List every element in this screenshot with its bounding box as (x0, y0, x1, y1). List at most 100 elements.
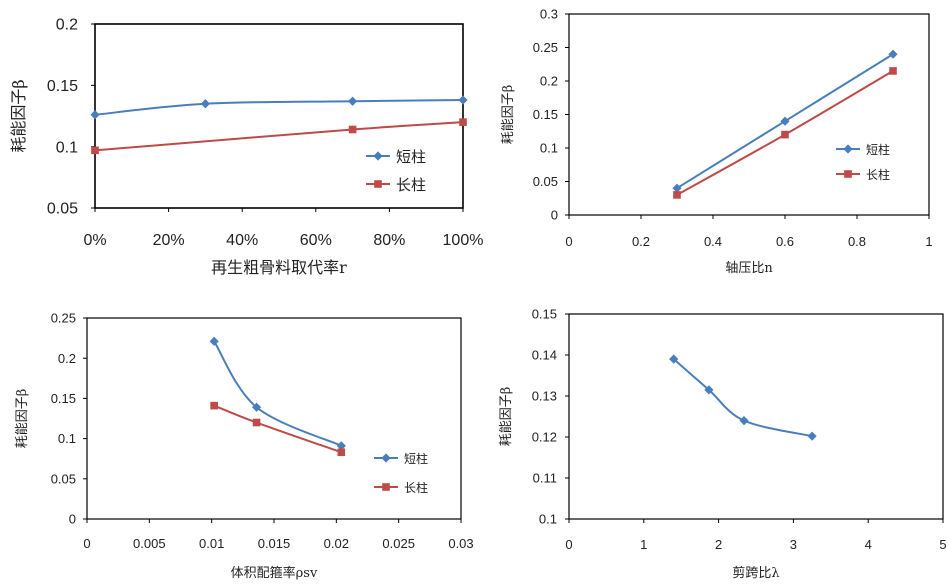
legend-marker (374, 180, 382, 188)
legend-label: 短柱 (866, 142, 890, 157)
x-tick-label: 5 (939, 537, 946, 552)
data-point (251, 402, 262, 412)
series-line (673, 358, 813, 438)
data-point (459, 118, 467, 126)
y-axis-label: 耗能因子β (501, 85, 516, 145)
y-tick-label: 0.1 (56, 139, 78, 156)
series-2 (91, 118, 467, 155)
data-point (780, 116, 790, 126)
legend-label: 长柱 (404, 480, 428, 495)
data-point (739, 416, 749, 426)
x-tick-label: 0.025 (382, 536, 415, 551)
data-point (336, 441, 346, 451)
y-tick-label: 0.15 (533, 107, 558, 122)
plot-frame (568, 313, 944, 520)
legend-label: 长柱 (396, 176, 426, 194)
data-point (672, 183, 682, 193)
series-2 (673, 67, 897, 199)
chart-panel-2: 0 0.05 0.1 0.15 0.2 0.25 0.3 0 0.2 0.4 0.6 0.8 1 轴压比n… (501, 7, 933, 276)
series-line (213, 404, 342, 454)
y-tick-label: 0.15 (51, 391, 76, 406)
y-tick-label: 0 (69, 512, 76, 527)
y-tick-label: 0.25 (51, 311, 76, 326)
series-line (94, 121, 464, 152)
data-point (458, 95, 468, 105)
x-tick-label: 0 (83, 536, 90, 551)
y-axis-label: 耗能因子β (9, 79, 28, 152)
legend-label: 短柱 (396, 148, 426, 166)
legend-marker (844, 170, 852, 178)
series-1 (90, 95, 468, 120)
x-tick-label: 0.03 (448, 536, 473, 551)
data-point (348, 125, 357, 134)
y-tick-label: 0.2 (58, 351, 76, 366)
series-2 (210, 401, 346, 457)
data-point (252, 418, 261, 427)
y-tick-label: 0.3 (540, 7, 558, 22)
y-tick-label: 0.14 (532, 348, 557, 363)
x-tick-label: 4 (865, 537, 872, 552)
series-1 (209, 336, 346, 451)
x-tick-label: 60% (300, 232, 332, 249)
legend-marker (381, 453, 391, 463)
y-tick-label: 0.1 (540, 141, 558, 156)
y-tick-label: 0.05 (47, 201, 78, 218)
x-tick-label: 0.015 (258, 536, 291, 551)
data-point (200, 99, 210, 109)
x-tick-label: 0.2 (632, 234, 650, 249)
data-point (807, 431, 817, 441)
series-1 (672, 49, 898, 193)
chart-panel-4: 0.1 0.11 0.12 0.13 0.14 0.15 0 1 2 3 4 5 剪跨比λ 耗能因子β (499, 307, 947, 581)
series-1 (669, 354, 817, 441)
x-axis-label: 再生粗骨料取代率r (211, 258, 347, 277)
chart-panel-3: 0 0.05 0.1 0.15 0.2 0.25 0 0.005 0.01 0.015 0.02 0.… (15, 311, 474, 581)
y-tick-label: 0.12 (532, 430, 557, 445)
x-tick-label: 40% (226, 232, 258, 249)
data-point (209, 336, 219, 346)
x-tick-label: 3 (790, 537, 797, 552)
y-tick-label: 0.1 (58, 431, 76, 446)
x-tick-label: 0.6 (776, 234, 794, 249)
y-tick-label: 0.13 (532, 389, 557, 404)
y-tick-label: 0.15 (47, 78, 78, 95)
x-tick-label: 1 (640, 537, 647, 552)
x-tick-label: 80% (373, 232, 405, 249)
x-tick-label: 0% (83, 232, 106, 249)
data-point (781, 130, 789, 139)
x-axis-label: 剪跨比λ (732, 565, 779, 581)
data-point (210, 401, 218, 410)
x-axis-label: 体积配箍率ρsv (231, 565, 318, 581)
data-point (704, 385, 714, 395)
data-point (91, 146, 99, 155)
y-tick-label: 0.05 (533, 174, 558, 189)
x-tick-label: 0.8 (848, 234, 866, 249)
x-tick-label: 1 (925, 234, 932, 249)
y-tick-label: 0.05 (51, 471, 76, 486)
legend-label: 短柱 (404, 451, 428, 466)
legend-marker (373, 151, 383, 161)
y-tick-label: 0.11 (533, 471, 557, 486)
y-tick-label: 0.25 (533, 40, 558, 55)
legend-marker (382, 483, 390, 491)
data-point (90, 110, 100, 120)
plot-frame (568, 13, 930, 216)
x-tick-label: 0.4 (704, 234, 722, 249)
chart-panel-1: 0.05 0.1 0.15 0.2 0% 20% 40% 60% 80% 100% 再生粗骨料取代率… (9, 17, 483, 277)
y-tick-label: 0.2 (56, 17, 78, 34)
y-tick-label: 0.1 (539, 512, 557, 527)
x-tick-label: 0 (565, 537, 572, 552)
y-axis-label: 耗能因子β (499, 387, 514, 447)
legend-marker (843, 144, 853, 154)
data-point (669, 354, 679, 364)
y-tick-label: 0.2 (540, 74, 558, 89)
series-line (94, 99, 464, 116)
x-tick-label: 2 (715, 537, 722, 552)
data-point (673, 191, 681, 199)
x-tick-label: 20% (153, 232, 185, 249)
x-tick-label: 0.02 (324, 536, 349, 551)
x-tick-label: 0 (565, 234, 572, 249)
